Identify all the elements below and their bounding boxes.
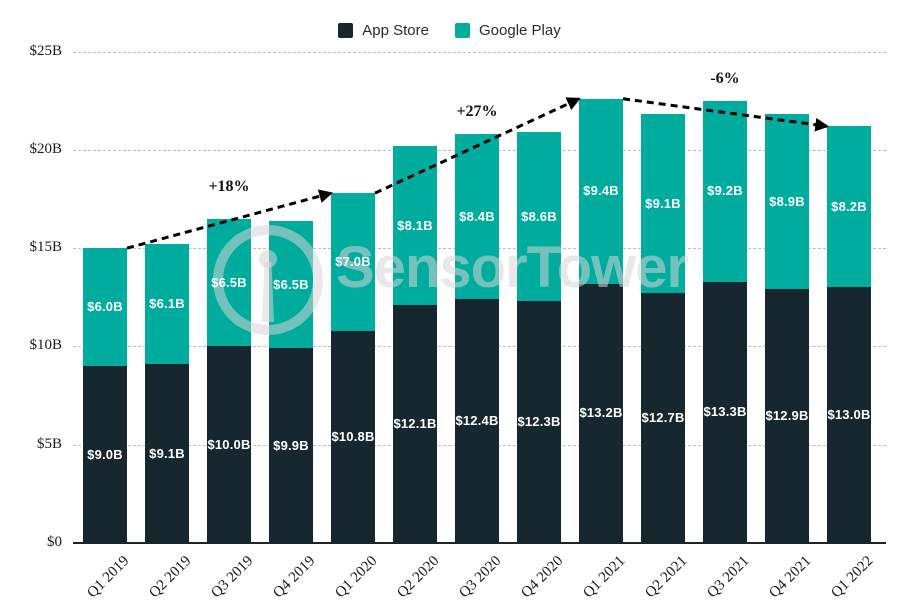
- y-tick-label: $5B: [36, 435, 62, 452]
- bar-value-google-play: $6.1B: [149, 296, 185, 312]
- bar-value-app-store: $13.3B: [703, 404, 747, 420]
- bar-google-play-q4-2021: [765, 114, 809, 290]
- bar-app-store-q4-2019: [269, 348, 313, 543]
- bar-app-store-q4-2021: [765, 289, 809, 543]
- bar-app-store-q2-2020: [393, 305, 437, 543]
- bar-google-play-q1-2022: [827, 126, 871, 288]
- bar-value-app-store: $9.1B: [149, 445, 185, 461]
- bar-value-app-store: $12.3B: [517, 414, 561, 430]
- bar-google-play-q1-2019: [83, 248, 127, 367]
- y-tick-label: $15B: [29, 239, 62, 256]
- bar-value-google-play: $6.5B: [273, 276, 309, 292]
- bar-value-google-play: $8.6B: [521, 208, 557, 224]
- bar-app-store-q1-2021: [579, 283, 623, 543]
- x-tick-label-q1-2022: Q1 2022: [828, 553, 877, 602]
- bar-value-app-store: $10.8B: [331, 428, 375, 444]
- bar-google-play-q1-2021: [579, 98, 623, 284]
- bar-value-google-play: $9.2B: [707, 183, 743, 199]
- bar-value-google-play: $7.0B: [335, 253, 371, 269]
- bar-value-google-play: $9.4B: [583, 183, 619, 199]
- bar-google-play-q2-2021: [641, 114, 685, 294]
- x-axis-baseline: [73, 542, 886, 544]
- x-tick-label-q2-2019: Q2 2019: [146, 553, 195, 602]
- x-tick-label-q3-2020: Q3 2020: [456, 553, 505, 602]
- bar-app-store-q3-2020: [455, 299, 499, 543]
- bar-value-app-store: $13.0B: [827, 407, 871, 423]
- bar-google-play-q1-2020: [331, 193, 375, 331]
- x-tick-label-q4-2021: Q4 2021: [766, 553, 815, 602]
- bar-app-store-q3-2021: [703, 281, 747, 543]
- x-tick-label-q3-2021: Q3 2021: [704, 553, 753, 602]
- bar-google-play-q3-2021: [703, 100, 747, 282]
- bar-value-app-store: $12.7B: [641, 410, 685, 426]
- bar-value-google-play: $8.1B: [397, 217, 433, 233]
- legend-item-google-play: Google Play: [455, 22, 561, 39]
- annotation-+18%: +18%: [208, 177, 250, 195]
- annotation-+27%: +27%: [456, 102, 498, 120]
- chart-legend: App Store Google Play: [0, 22, 899, 39]
- legend-swatch-icon: [338, 23, 354, 38]
- x-tick-label-q1-2020: Q1 2020: [332, 553, 381, 602]
- bar-app-store-q4-2020: [517, 301, 561, 543]
- bar-google-play-q2-2019: [145, 244, 189, 365]
- bar-value-google-play: $9.1B: [645, 195, 681, 211]
- legend-label: Google Play: [479, 22, 561, 39]
- legend-swatch-icon: [455, 23, 470, 38]
- x-tick-label-q2-2021: Q2 2021: [642, 553, 691, 602]
- bar-value-app-store: $9.9B: [273, 437, 309, 453]
- bar-value-google-play: $8.4B: [459, 208, 495, 224]
- bar-value-google-play: $6.5B: [211, 274, 247, 290]
- bar-value-google-play: $6.0B: [87, 299, 123, 315]
- bar-value-google-play: $8.9B: [769, 193, 805, 209]
- bar-app-store-q2-2021: [641, 293, 685, 543]
- bar-app-store-q2-2019: [145, 364, 189, 543]
- x-tick-label-q2-2020: Q2 2020: [394, 553, 443, 602]
- bar-value-app-store: $13.2B: [579, 405, 623, 421]
- x-tick-label-q1-2021: Q1 2021: [580, 553, 629, 602]
- x-tick-label-q4-2019: Q4 2019: [270, 553, 319, 602]
- legend-item-app-store: App Store: [338, 22, 429, 39]
- annotation--6%: -6%: [710, 69, 740, 87]
- bar-value-app-store: $9.0B: [87, 446, 123, 462]
- bar-value-app-store: $12.1B: [393, 416, 437, 432]
- bar-app-store-q1-2020: [331, 330, 375, 543]
- bar-value-app-store: $10.0B: [207, 436, 251, 452]
- x-tick-label-q4-2020: Q4 2020: [518, 553, 567, 602]
- y-tick-label: $0: [47, 534, 62, 550]
- gridline-25B: [73, 51, 886, 53]
- watermark-text: SensorTower: [336, 235, 689, 300]
- legend-label: App Store: [362, 22, 429, 39]
- y-tick-label: $20B: [29, 140, 62, 157]
- bar-value-google-play: $8.2B: [831, 198, 867, 214]
- y-tick-label: $25B: [29, 42, 62, 59]
- bar-app-store-q3-2019: [207, 346, 251, 543]
- bar-app-store-q1-2019: [83, 366, 127, 543]
- x-tick-label-q1-2019: Q1 2019: [84, 553, 133, 602]
- bar-app-store-q1-2022: [827, 287, 871, 543]
- y-tick-label: $10B: [29, 337, 62, 354]
- bar-value-app-store: $12.9B: [765, 408, 809, 424]
- bar-value-app-store: $12.4B: [455, 413, 499, 429]
- x-tick-label-q3-2019: Q3 2019: [208, 553, 257, 602]
